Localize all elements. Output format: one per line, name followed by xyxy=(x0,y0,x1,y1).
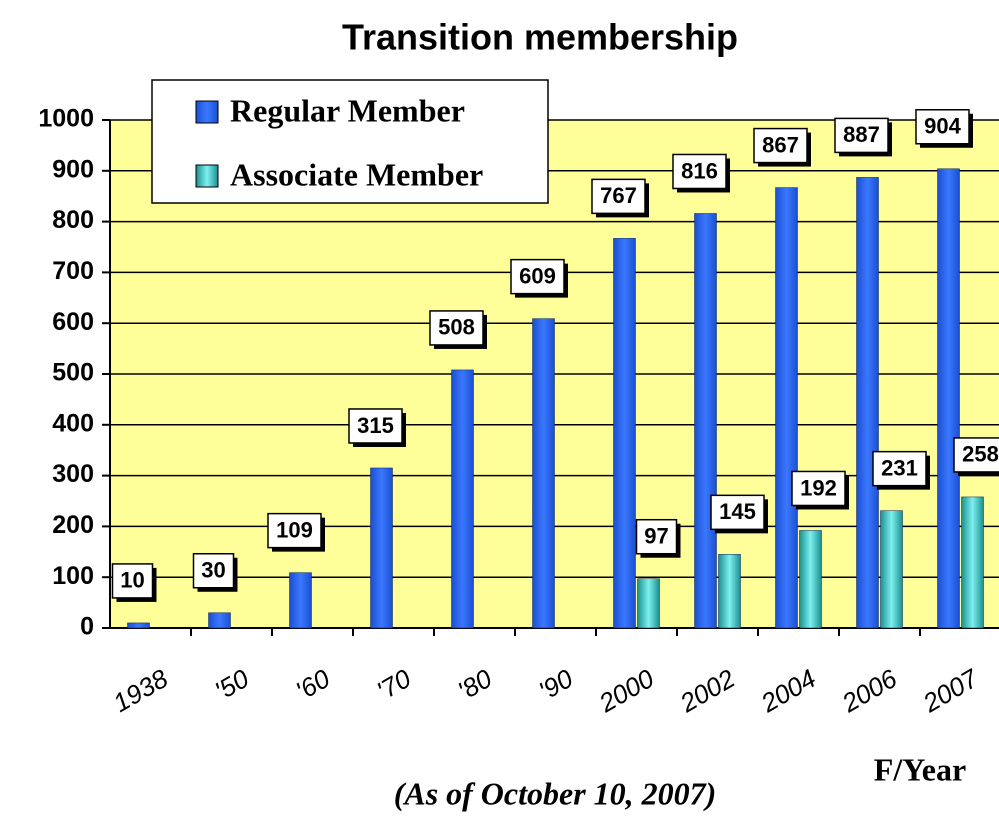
x-axis-label: F/Year xyxy=(874,751,966,787)
label-box xyxy=(672,153,727,190)
y-tick-label: 600 xyxy=(52,308,94,336)
x-tick-label: 2004 xyxy=(755,663,821,718)
data-label: 258 xyxy=(962,442,999,467)
data-label: 30 xyxy=(201,558,225,583)
legend-swatch xyxy=(195,100,219,124)
data-label: 904 xyxy=(924,114,961,139)
data-label: 10 xyxy=(120,568,144,593)
legend-label: Regular Member xyxy=(230,92,465,128)
data-label: 192 xyxy=(800,475,837,500)
x-tick-label: '90 xyxy=(534,663,579,706)
label-box xyxy=(591,178,646,215)
bar xyxy=(799,530,822,629)
label-box xyxy=(953,437,999,473)
bar xyxy=(208,612,231,629)
y-tick-label: 500 xyxy=(52,359,94,387)
data-label: 145 xyxy=(719,499,756,524)
y-tick-label: 800 xyxy=(52,206,94,234)
bar xyxy=(289,572,312,629)
label-box xyxy=(753,127,808,164)
bar xyxy=(718,554,741,629)
chart-title: Transition membership xyxy=(342,17,738,58)
x-tick-label: '60 xyxy=(291,663,336,706)
x-tick-label: 2007 xyxy=(917,662,984,718)
x-tick-label: '70 xyxy=(372,663,417,706)
legend-label: Associate Member xyxy=(230,156,483,192)
bar xyxy=(856,177,879,629)
y-tick-label: 400 xyxy=(52,409,94,437)
y-tick-label: 200 xyxy=(52,511,94,539)
data-label: 816 xyxy=(681,158,718,183)
label-box xyxy=(267,512,322,549)
bar xyxy=(961,496,984,629)
data-label: 609 xyxy=(519,263,556,288)
label-box xyxy=(872,450,927,487)
label-box xyxy=(635,518,678,555)
data-label: 97 xyxy=(644,524,668,549)
legend-swatch xyxy=(195,164,219,188)
x-tick-label: '50 xyxy=(210,663,255,706)
data-label: 767 xyxy=(600,183,637,208)
x-tick-label: 2000 xyxy=(593,663,659,719)
x-tick-label: 1938 xyxy=(108,663,174,718)
x-tick-label: 2006 xyxy=(836,663,902,719)
x-tick-label: '80 xyxy=(453,663,498,706)
data-label: 315 xyxy=(357,413,394,438)
data-label: 887 xyxy=(843,122,880,147)
y-tick-label: 300 xyxy=(52,460,94,488)
x-tick-label: 2002 xyxy=(674,663,740,719)
label-box xyxy=(710,494,765,531)
label-box xyxy=(834,117,889,154)
bar xyxy=(637,578,660,629)
label-box xyxy=(791,470,846,507)
data-label: 231 xyxy=(881,455,918,480)
y-tick-label: 900 xyxy=(52,155,94,183)
y-tick-label: 0 xyxy=(80,613,94,641)
label-box xyxy=(348,408,403,444)
y-tick-label: 1000 xyxy=(38,105,94,133)
label-box xyxy=(111,563,154,599)
note: (As of October 10, 2007) xyxy=(394,775,717,811)
data-label: 867 xyxy=(762,132,799,157)
data-label: 508 xyxy=(438,315,475,340)
bar xyxy=(532,318,555,629)
label-box xyxy=(510,258,565,295)
bar xyxy=(451,369,474,629)
label-box xyxy=(915,109,970,145)
data-label: 109 xyxy=(276,517,313,542)
y-tick-label: 100 xyxy=(52,562,94,590)
bar xyxy=(127,622,150,629)
bar xyxy=(370,467,393,629)
y-tick-label: 700 xyxy=(52,257,94,285)
bar xyxy=(694,213,717,629)
bar xyxy=(613,238,636,629)
bar xyxy=(880,510,903,629)
label-box xyxy=(429,310,484,346)
bar xyxy=(775,187,798,629)
bar xyxy=(937,168,960,629)
label-box xyxy=(192,553,235,589)
